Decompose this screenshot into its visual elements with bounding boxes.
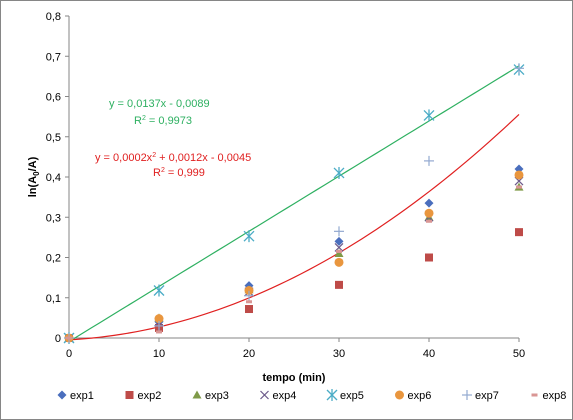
- linear-trendline: [68, 65, 520, 343]
- legend-label-exp5: exp5: [340, 390, 364, 402]
- legend-label-exp8: exp8: [543, 390, 567, 402]
- point-exp7: [514, 63, 524, 74]
- legend-marker-exp3: [192, 390, 202, 399]
- x-axis-title: tempo (min): [263, 372, 326, 384]
- y-tick-label: 0: [55, 333, 61, 345]
- point-exp3: [334, 248, 344, 257]
- linear-equation-label: y = 0,0137x - 0,0089: [109, 98, 210, 110]
- point-exp2: [245, 305, 253, 314]
- x-tick-label: 50: [513, 348, 525, 360]
- point-exp5: [333, 166, 345, 179]
- point-exp7: [424, 155, 434, 166]
- y-tick-label: 0,3: [46, 212, 61, 224]
- poly-trendline: [68, 113, 520, 341]
- legend-marker-exp1: [57, 390, 67, 400]
- y-tick-label: 0,5: [46, 132, 61, 144]
- x-tick-label: 40: [423, 348, 435, 360]
- legend-label-exp3: exp3: [205, 390, 229, 402]
- point-exp8: [336, 249, 342, 253]
- legend-marker-exp8: [531, 393, 538, 397]
- x-tick-label: 30: [333, 348, 345, 360]
- point-exp2: [515, 228, 523, 237]
- point-exp6: [334, 257, 344, 267]
- legend-label-exp4: exp4: [273, 390, 297, 402]
- point-exp6: [514, 170, 524, 180]
- point-exp7: [244, 290, 254, 301]
- y-tick-label: 0,8: [46, 11, 61, 23]
- point-exp2: [335, 280, 343, 289]
- legend-label-exp2: exp2: [138, 390, 162, 402]
- point-exp5: [153, 284, 165, 297]
- point-exp8: [156, 330, 162, 334]
- poly-r2-label: R2 = 0,999: [153, 167, 205, 179]
- y-axis-title: ln(A0/A): [27, 156, 41, 197]
- legend-label-exp7: exp7: [475, 390, 499, 402]
- point-exp8: [516, 185, 522, 189]
- point-exp2: [425, 253, 433, 262]
- legend-marker-exp6: [395, 390, 404, 400]
- y-tick-label: 0,7: [46, 51, 61, 63]
- point-exp6: [424, 208, 434, 218]
- y-tick-label: 0,1: [46, 293, 61, 305]
- point-exp6: [154, 314, 164, 324]
- legend-label-exp1: exp1: [70, 390, 94, 402]
- x-tick-label: 20: [243, 348, 255, 360]
- trendlines: [68, 65, 520, 343]
- point-exp5: [423, 109, 435, 122]
- legend-marker-exp7: [462, 390, 472, 400]
- x-tick-label: 0: [66, 348, 72, 360]
- point-exp1: [334, 236, 344, 246]
- legend-label-exp6: exp6: [408, 390, 432, 402]
- legend-marker-exp5: [326, 389, 338, 401]
- series-exp7: [64, 63, 524, 343]
- y-tick-label: 0,6: [46, 92, 61, 104]
- point-exp6: [244, 286, 254, 296]
- point-exp8: [426, 219, 432, 223]
- legend: exp1 exp2 exp3 exp4 exp5 exp6 exp7 exp8: [57, 389, 567, 402]
- series-exp8: [66, 185, 522, 340]
- axes: 0 0,1 0,2 0,3 0,4 0,5 0,6 0,7 0,8 0 10 20 30 40 50: [46, 11, 525, 360]
- y-tick-label: 0,4: [46, 172, 61, 184]
- data-marks: [63, 63, 525, 344]
- legend-marker-exp4: [260, 390, 269, 400]
- x-tick-label: 10: [153, 348, 165, 360]
- point-exp1: [424, 198, 434, 208]
- linear-r2-label: R2 = 0,9973: [134, 115, 192, 127]
- series-exp5: [63, 63, 525, 344]
- point-exp8: [66, 336, 72, 340]
- poly-equation-label: y = 0,0002x2 + 0,0012x - 0,0045: [95, 152, 251, 164]
- point-exp8: [246, 300, 252, 304]
- point-exp7: [154, 320, 164, 331]
- legend-marker-exp2: [125, 391, 134, 399]
- point-exp7: [334, 226, 344, 237]
- point-exp5: [243, 230, 255, 243]
- series-exp6: [64, 170, 524, 343]
- y-tick-label: 0,2: [46, 253, 61, 265]
